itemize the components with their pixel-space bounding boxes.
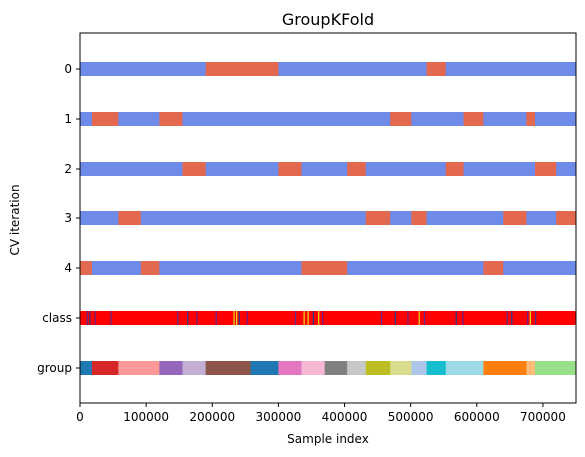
y-tick-label: 4 [64, 261, 72, 275]
y-tick-label: group [37, 361, 72, 375]
group-segment [445, 361, 484, 375]
group-segment [91, 361, 119, 375]
test-segment [118, 211, 141, 225]
test-segment [91, 112, 119, 126]
group-segment [250, 361, 279, 375]
class-stripe [511, 311, 513, 325]
class-stripe [462, 311, 464, 325]
class-stripe [380, 311, 383, 325]
class-stripe [529, 311, 531, 325]
y-axis-label: CV iteration [8, 184, 22, 255]
x-tick-label: 300000 [255, 410, 301, 424]
class-stripe [233, 311, 235, 325]
group-segment [205, 361, 251, 375]
class-stripe [322, 311, 324, 325]
test-segment [182, 162, 206, 176]
chart-title: GroupKFold [282, 10, 374, 29]
class-stripe [506, 311, 508, 325]
group-segment [159, 361, 183, 375]
class-stripe [94, 311, 96, 325]
test-segment [445, 162, 464, 176]
train-bar-split-1 [80, 112, 576, 126]
test-segment [80, 261, 92, 275]
group-segment [526, 361, 536, 375]
x-axis: 0 100000 200000 300000 400000 500000 600000 700… [76, 403, 566, 424]
y-tick-label: 1 [64, 112, 72, 126]
class-stripe [455, 311, 457, 325]
group-segment [324, 361, 348, 375]
x-axis-label: Sample index [287, 432, 369, 446]
class-stripe [407, 311, 409, 325]
train-bar-split-0 [80, 62, 576, 76]
class-stripe [527, 311, 529, 325]
x-tick-label: 0 [76, 410, 84, 424]
test-segment [503, 211, 527, 225]
group-segment [118, 361, 160, 375]
class-stripe [294, 311, 297, 325]
group-segment [411, 361, 427, 375]
class-stripe [196, 311, 198, 325]
class-stripe [394, 311, 396, 325]
train-bar-split-2 [80, 162, 576, 176]
test-segment [483, 261, 504, 275]
test-segment [347, 162, 366, 176]
test-segment [463, 112, 484, 126]
class-stripe [89, 311, 91, 325]
class-stripe [423, 311, 426, 325]
x-tick-label: 400000 [322, 410, 368, 424]
class-stripe [177, 311, 179, 325]
class-stripe [534, 311, 537, 325]
class-stripe [418, 311, 420, 325]
y-axis: 0 1 2 3 4 class group [37, 62, 80, 375]
group-segment [347, 361, 366, 375]
class-stripe [215, 311, 217, 325]
class-stripe [110, 311, 112, 325]
group-segment [365, 361, 391, 375]
test-segment [140, 261, 160, 275]
class-stripe [86, 311, 88, 325]
test-segment [365, 211, 391, 225]
test-segment [426, 62, 446, 76]
class-bar [80, 311, 576, 325]
y-tick-label: 2 [64, 162, 72, 176]
y-tick-label: 0 [64, 62, 72, 76]
group-segment [80, 361, 93, 375]
x-tick-label: 100000 [123, 410, 169, 424]
class-stripe [318, 311, 320, 325]
test-segment [534, 162, 557, 176]
group-segment [534, 361, 577, 375]
test-segment [411, 211, 427, 225]
y-tick-label: 3 [64, 211, 72, 225]
train-bar-split-3 [80, 211, 576, 225]
test-segment [556, 211, 576, 225]
group-segment [426, 361, 447, 375]
group-segment [483, 361, 527, 375]
class-stripe [238, 311, 240, 325]
x-tick-label: 200000 [189, 410, 235, 424]
class-stripe [312, 311, 314, 325]
y-tick-label: class [42, 311, 72, 325]
test-segment [526, 112, 535, 126]
plot-area [80, 62, 577, 375]
class-stripe [307, 311, 309, 325]
test-segment [390, 112, 412, 126]
test-segment [205, 62, 279, 76]
group-segment [278, 361, 302, 375]
x-tick-label: 500000 [388, 410, 434, 424]
class-stripe [303, 311, 305, 325]
group-segment [390, 361, 412, 375]
class-stripe [246, 311, 248, 325]
class-stripe [187, 311, 189, 325]
group-segment [301, 361, 325, 375]
x-tick-label: 600000 [454, 410, 500, 424]
test-segment [301, 261, 348, 275]
x-tick-label: 700000 [520, 410, 566, 424]
test-segment [159, 112, 183, 126]
group-segment [182, 361, 206, 375]
test-segment [278, 162, 302, 176]
class-stripe [236, 311, 238, 325]
